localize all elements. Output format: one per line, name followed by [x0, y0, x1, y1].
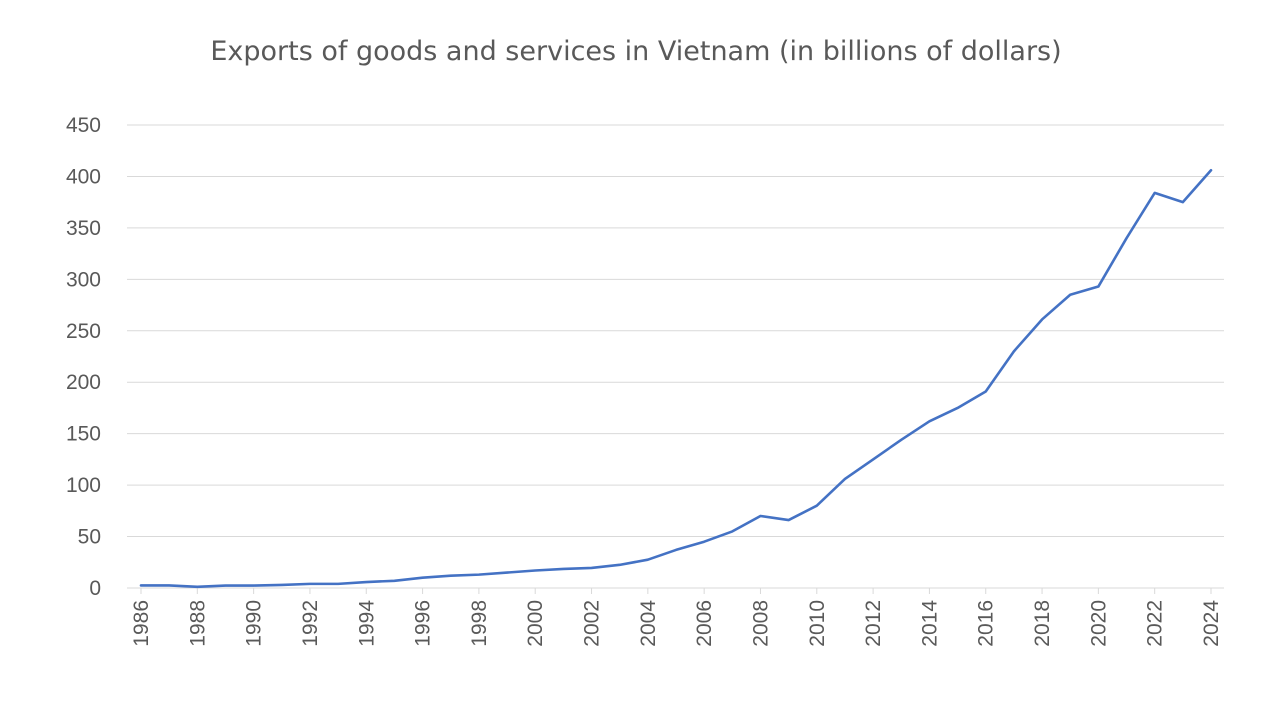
x-tick-label: 2020 — [1087, 600, 1110, 647]
x-tick-label: 2006 — [693, 600, 716, 647]
x-tick-label: 2010 — [806, 600, 829, 647]
x-tick-label: 1988 — [186, 600, 209, 647]
x-tick-label: 1992 — [299, 600, 322, 647]
x-tick-label: 2012 — [862, 600, 885, 647]
x-tick-label: 2000 — [524, 600, 547, 647]
x-tick-label: 1986 — [130, 600, 153, 647]
x-tick-label: 2014 — [918, 600, 941, 647]
y-tick-label: 200 — [66, 371, 101, 394]
x-tick-label: 2004 — [637, 600, 660, 647]
y-tick-label: 450 — [66, 114, 101, 137]
y-tick-label: 350 — [66, 217, 101, 240]
x-tick-label: 1996 — [412, 600, 435, 647]
x-tick-label: 1990 — [243, 600, 266, 647]
x-tick-label: 2018 — [1031, 600, 1054, 647]
series-line — [139, 168, 1213, 589]
y-tick-label: 300 — [66, 268, 101, 291]
y-tick-label: 50 — [78, 526, 101, 549]
y-tick-label: 400 — [66, 165, 101, 188]
x-tick-label: 2024 — [1200, 600, 1223, 647]
chart-title: Exports of goods and services in Vietnam… — [210, 36, 1062, 67]
x-tick-label: 2022 — [1144, 600, 1167, 647]
x-tick-label: 1994 — [355, 600, 378, 647]
y-tick-label: 150 — [66, 423, 101, 446]
x-tick-label: 2002 — [581, 600, 604, 647]
x-tick-label: 2016 — [975, 600, 998, 647]
y-tick-label: 100 — [66, 474, 101, 497]
x-tick-label: 2008 — [749, 600, 772, 647]
y-tick-label: 0 — [89, 577, 101, 600]
y-tick-label: 250 — [66, 320, 101, 343]
x-tick-label: 1998 — [468, 600, 491, 647]
